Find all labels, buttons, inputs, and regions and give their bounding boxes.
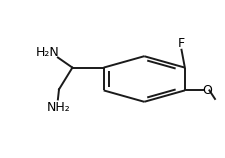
Text: O: O	[202, 84, 212, 97]
Text: F: F	[177, 37, 184, 50]
Text: H₂N: H₂N	[35, 46, 59, 59]
Text: NH₂: NH₂	[47, 101, 71, 114]
